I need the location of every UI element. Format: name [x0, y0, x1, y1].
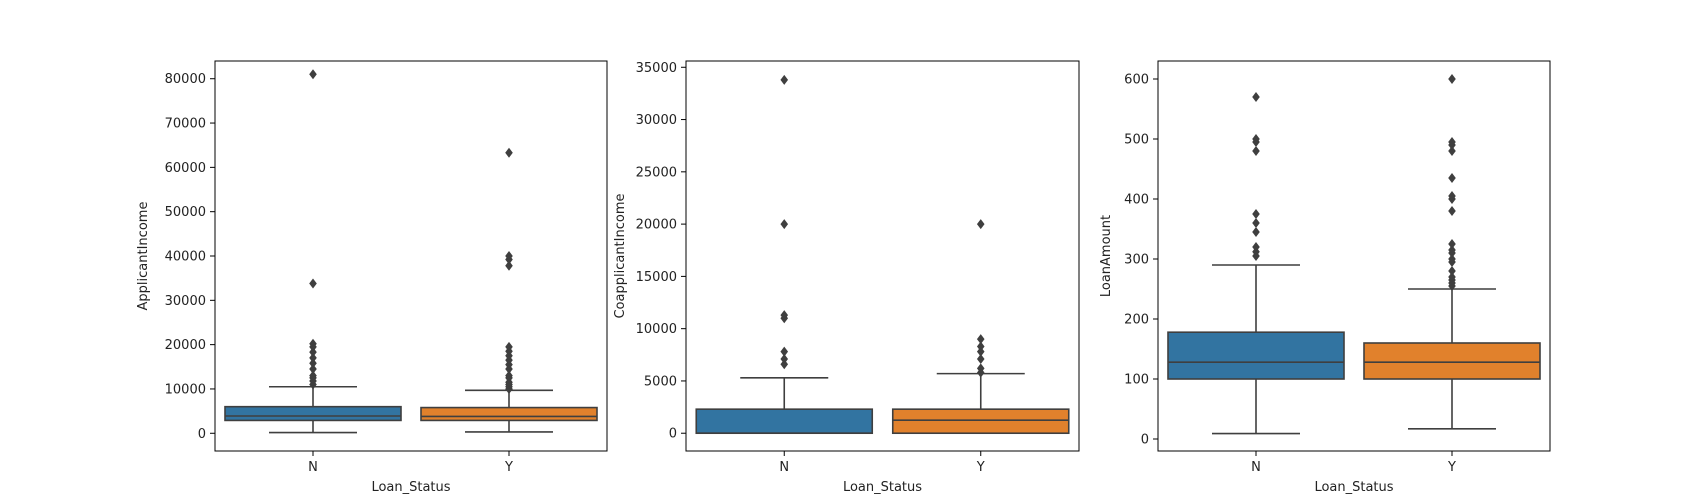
y-tick-label: 10000 — [636, 322, 677, 337]
y-tick-label: 30000 — [636, 113, 677, 128]
outlier-point — [976, 341, 985, 352]
outlier-point — [1448, 191, 1456, 201]
outlier-point — [1448, 245, 1456, 255]
x-tick-label: N — [779, 460, 789, 475]
box-N — [695, 74, 874, 435]
outlier-point — [1448, 254, 1456, 264]
outlier-point — [780, 310, 789, 321]
outlier-point — [1448, 146, 1456, 156]
axes-frame — [685, 60, 1080, 452]
y-tick-label: 80000 — [165, 72, 206, 87]
x-tick-label: Y — [1447, 460, 1456, 475]
box-Y — [1363, 74, 1541, 430]
axes-frame — [214, 60, 608, 452]
box-iqr — [891, 408, 1070, 435]
y-tick-label: 300 — [1124, 253, 1149, 268]
outlier-point — [976, 346, 985, 357]
outlier-point — [1252, 242, 1260, 252]
box-N — [224, 69, 402, 434]
outlier-point — [1252, 134, 1260, 144]
x-tick-label: N — [308, 460, 318, 475]
outlier-point — [780, 353, 789, 364]
outlier-point — [505, 370, 513, 381]
boxplot-panel-1: 0 10000 20000 30000 40000 50000 60000 70000 8000… — [136, 60, 608, 495]
boxplot-panel-2: 0 5000 10000 15000 20000 25000 30000 35000 N Y Loa… — [613, 60, 1080, 495]
y-tick-label: 10000 — [165, 382, 206, 397]
y-tick-label: 15000 — [636, 270, 677, 285]
outlier-point — [309, 278, 317, 289]
outlier-point — [1448, 239, 1456, 249]
outlier-point — [1252, 209, 1260, 219]
y-tick-label: 25000 — [636, 165, 677, 180]
y-axis-label: LoanAmount — [1099, 215, 1114, 297]
outlier-point — [976, 353, 985, 364]
box-iqr — [1363, 342, 1541, 380]
outlier-point — [976, 219, 985, 230]
y-tick-label: 5000 — [644, 374, 677, 389]
y-tick-label: 60000 — [165, 161, 206, 176]
y-tick-label: 50000 — [165, 205, 206, 220]
x-tick-label: N — [1251, 460, 1261, 475]
x-axis-label: Loan_Status — [371, 480, 450, 495]
y-axis-label: CoapplicantIncome — [613, 193, 628, 318]
outlier-point — [780, 359, 789, 370]
outlier-point — [976, 334, 985, 345]
box-N — [1167, 92, 1345, 435]
outlier-point — [1448, 74, 1456, 84]
boxplot-panel-3: 0 100 200 300 400 500 600 N Y Loan_Status LoanAmou… — [1099, 60, 1551, 495]
outlier-point — [505, 260, 513, 271]
x-axis-label: Loan_Status — [1314, 480, 1393, 495]
y-tick-label: 200 — [1124, 313, 1149, 328]
outlier-point — [1252, 92, 1260, 102]
outlier-point — [309, 338, 317, 349]
y-tick-label: 70000 — [165, 117, 206, 132]
outlier-point — [1448, 266, 1456, 276]
y-axis-label: ApplicantIncome — [136, 202, 151, 311]
box-Y — [420, 147, 598, 433]
outlier-point — [1252, 218, 1260, 228]
outlier-point — [780, 74, 789, 85]
x-tick-label: Y — [504, 460, 513, 475]
box-Y — [891, 219, 1070, 435]
outlier-point — [1252, 146, 1260, 156]
y-tick-label: 0 — [198, 427, 206, 442]
outlier-point — [1448, 137, 1456, 147]
y-tick-label: 0 — [1141, 433, 1149, 448]
y-tick-label: 35000 — [636, 61, 677, 76]
y-tick-label: 400 — [1124, 193, 1149, 208]
outlier-point — [780, 219, 789, 230]
box-iqr — [1167, 331, 1345, 380]
outlier-point — [309, 352, 317, 363]
y-tick-label: 30000 — [165, 294, 206, 309]
outlier-point — [505, 147, 513, 158]
outlier-point — [309, 364, 317, 375]
outlier-point — [505, 251, 513, 261]
outlier-point — [505, 341, 513, 352]
y-tick-label: 20000 — [165, 338, 206, 353]
x-axis-label: Loan_Status — [843, 480, 922, 495]
outlier-point — [1448, 272, 1456, 282]
outlier-point — [780, 346, 789, 357]
y-tick-label: 20000 — [636, 218, 677, 233]
outlier-point — [1448, 206, 1456, 216]
outlier-point — [309, 347, 317, 358]
y-tick-label: 0 — [669, 427, 677, 442]
x-tick-label: Y — [976, 460, 985, 475]
outlier-point — [976, 363, 985, 374]
y-tick-label: 100 — [1124, 373, 1149, 388]
y-tick-label: 500 — [1124, 133, 1149, 148]
axes-frame — [1157, 60, 1551, 452]
box-iqr — [695, 408, 874, 435]
y-tick-label: 600 — [1124, 73, 1149, 88]
box-iqr — [224, 405, 402, 422]
outlier-point — [309, 358, 317, 369]
box-iqr — [420, 406, 598, 422]
y-tick-label: 40000 — [165, 250, 206, 265]
outlier-point — [1252, 227, 1260, 237]
outlier-point — [309, 69, 317, 80]
outlier-point — [1448, 173, 1456, 183]
outlier-point — [309, 370, 317, 381]
